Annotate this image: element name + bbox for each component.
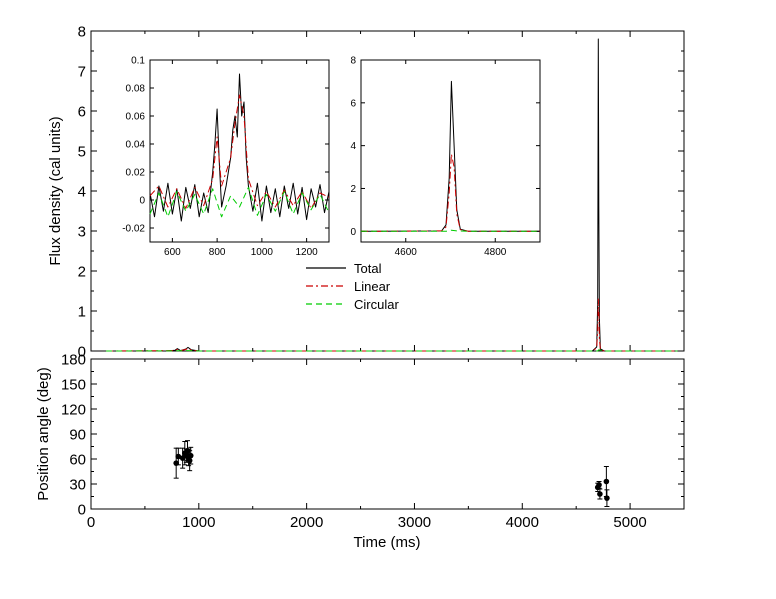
- y-tick-label-0-02: 0.02: [126, 168, 146, 179]
- y-tick-label-0-08: 0.08: [126, 84, 146, 95]
- x-tick-label-4000: 4000: [506, 514, 539, 531]
- series-line-linear: [106, 298, 678, 352]
- point-marker: [186, 457, 193, 464]
- series-line-circular: [361, 229, 540, 232]
- position-angle-panel: 0 1000 2000 3000 4000 5000 0 30 60 90 120 150 180 Po…: [35, 351, 685, 551]
- x-tick-label-1200: 1200: [296, 247, 319, 258]
- flux-density-panel: 0 1 2 3 4 5 6 7 8 Flux density (cal units): [47, 23, 685, 360]
- data-point: [603, 466, 610, 497]
- flux-panel-lines: [106, 38, 678, 352]
- y-tick-label-7: 7: [78, 63, 86, 80]
- x-tick-label-3000: 3000: [398, 514, 431, 531]
- x-tick-label-5000: 5000: [613, 514, 646, 531]
- x-tick-label-4600: 4600: [395, 247, 418, 258]
- data-point: [187, 446, 194, 465]
- y-tick-label-150: 150: [61, 376, 86, 393]
- data-point: [596, 481, 602, 489]
- y-tick-label-0: 0: [139, 196, 145, 207]
- x-axis-label: Time (ms): [354, 534, 421, 551]
- series-line-linear: [360, 153, 540, 232]
- series-line-total: [149, 73, 330, 222]
- point-marker: [604, 495, 610, 501]
- series-line-circular: [106, 349, 678, 352]
- x-tick-label-800: 800: [209, 247, 226, 258]
- y-tick-label-2: 2: [78, 263, 86, 280]
- x-tick-label-0: 0: [87, 514, 95, 531]
- y-tick-label-4: 4: [78, 183, 86, 200]
- y-tick-label-6: 6: [78, 103, 86, 120]
- pa-panel-ticks: 0 1000 2000 3000 4000 5000 0 30 60 90 120 150 180: [61, 351, 684, 531]
- series-line-circular: [149, 186, 330, 218]
- pa-panel-frame: [90, 358, 685, 510]
- y-tick-label-3: 3: [78, 223, 86, 240]
- legend: Total Linear Circular: [306, 261, 399, 312]
- y-tick-label-8: 8: [78, 23, 86, 40]
- inset-a-ticks: 600 800 1000 1200 -0.02 0 0.02 0.04 0.06 0.08 0.1: [122, 56, 329, 258]
- y-tick-label-0-04: 0.04: [126, 140, 146, 151]
- point-marker: [597, 491, 603, 497]
- y-tick-label-30: 30: [69, 476, 86, 493]
- flux-y-axis-label: Flux density (cal units): [47, 116, 64, 265]
- x-tick-label-1000: 1000: [182, 514, 215, 531]
- x-tick-label-600: 600: [164, 247, 181, 258]
- legend-label-total: Total: [354, 261, 382, 276]
- y-tick-label-0: 0: [78, 343, 86, 360]
- pa-panel-points: [173, 440, 610, 507]
- y-tick-label-0-1: 0.1: [131, 56, 145, 67]
- data-point: [597, 488, 603, 500]
- y-tick-label-0-06: 0.06: [126, 112, 146, 123]
- point-marker: [596, 482, 602, 488]
- inset-b-frame: [360, 59, 541, 243]
- y-tick-label-60: 60: [69, 451, 86, 468]
- flux-inset-b-panel: 4600 4800 0 2 4 6 8: [350, 56, 541, 258]
- x-tick-label-1000: 1000: [251, 247, 274, 258]
- y-tick-label-8: 8: [350, 56, 356, 67]
- y-tick-label-0: 0: [350, 227, 356, 238]
- legend-label-linear: Linear: [354, 279, 391, 294]
- y-tick-label-120: 120: [61, 401, 86, 418]
- point-marker: [603, 478, 610, 485]
- y-tick-label-5: 5: [78, 143, 86, 160]
- pa-y-axis-label: Position angle (deg): [35, 367, 52, 500]
- series-line-linear: [149, 94, 330, 209]
- y-tick-label-90: 90: [69, 426, 86, 443]
- y-tick-label-180: 180: [61, 351, 86, 368]
- y-tick-label-0: 0: [78, 501, 86, 518]
- flux-panel-ticks: 0 1 2 3 4 5 6 7 8: [78, 23, 684, 360]
- inset-a-lines: [149, 73, 330, 222]
- data-point: [604, 489, 610, 507]
- y-tick-label-6: 6: [350, 98, 356, 109]
- y-tick-label-4: 4: [350, 141, 356, 152]
- point-marker: [187, 452, 194, 459]
- y-tick-label-1: 1: [78, 303, 86, 320]
- flux-inset-a-panel: 600 800 1000 1200 -0.02 0 0.02 0.04 0.06 0.08 0.1: [122, 56, 330, 258]
- inset-b-lines: [360, 80, 540, 232]
- x-tick-label-2000: 2000: [290, 514, 323, 531]
- point-marker: [175, 453, 182, 460]
- series-line-total: [360, 80, 540, 232]
- data-point: [175, 447, 182, 466]
- legend-label-circular: Circular: [354, 297, 399, 312]
- x-tick-label-4800: 4800: [484, 247, 507, 258]
- y-tick-label--0-02: -0.02: [122, 224, 145, 235]
- y-tick-label-2: 2: [350, 184, 356, 195]
